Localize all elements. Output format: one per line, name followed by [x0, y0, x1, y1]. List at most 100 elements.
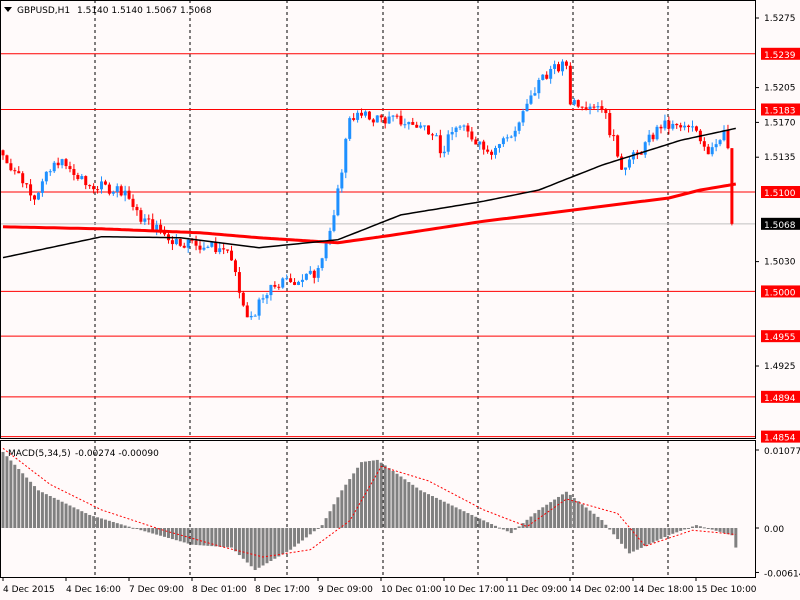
bull-candle: [80, 176, 84, 179]
bull-candle: [115, 186, 119, 192]
bear-candle: [470, 131, 474, 140]
x-tick-label: 10 Dec 17:00: [444, 585, 505, 595]
macd-histogram-bar: [336, 497, 340, 528]
bull-candle: [269, 284, 273, 296]
macd-histogram-bar: [249, 528, 253, 567]
macd-histogram-bar: [107, 520, 111, 528]
macd-histogram-bar: [679, 528, 683, 531]
bull-candle: [44, 171, 48, 182]
bull-candle: [505, 137, 509, 139]
bear-candle: [159, 224, 163, 232]
macd-histogram-bar: [675, 528, 679, 533]
macd-histogram-bar: [261, 528, 265, 566]
dropdown-triangle-icon[interactable]: [4, 7, 12, 12]
bull-candle: [494, 147, 497, 155]
macd-histogram-bar: [348, 479, 352, 528]
bear-candle: [147, 218, 151, 220]
bear-candle: [139, 210, 143, 222]
macd-histogram-bar: [734, 528, 738, 548]
bull-candle: [210, 241, 214, 247]
macd-histogram-bar: [635, 528, 639, 550]
bear-candle: [474, 139, 478, 145]
bear-candle: [293, 282, 297, 285]
bull-candle: [450, 132, 454, 135]
macd-histogram-bar: [143, 528, 147, 532]
macd-histogram-bar: [576, 501, 580, 528]
bull-candle: [509, 136, 513, 138]
bear-candle: [107, 184, 111, 194]
bear-candle: [230, 250, 234, 261]
bear-candle: [486, 149, 490, 152]
level-tag: [761, 103, 800, 116]
symbol-label: GBPUSD,H1: [17, 6, 70, 16]
macd-histogram-bar: [155, 528, 159, 535]
bull-candle: [340, 172, 344, 189]
macd-histogram-bar: [44, 494, 48, 528]
bear-candle: [170, 240, 174, 245]
macd-histogram-bar: [639, 528, 643, 548]
moving-averages: [2, 127, 737, 259]
bull-candle: [186, 239, 190, 248]
bear-candle: [25, 183, 29, 185]
macd-histogram-bar: [119, 524, 123, 528]
macd-histogram-bar: [96, 517, 100, 528]
bull-candle: [643, 142, 647, 155]
macd-values: -0.00274 -0.00090: [75, 449, 159, 459]
macd-histogram-bar: [300, 528, 304, 541]
bear-candle: [131, 198, 135, 207]
macd-histogram-bar: [462, 511, 466, 528]
macd-histogram-bar: [218, 528, 222, 547]
macd-frame: [0, 440, 756, 578]
macd-histogram-bar: [557, 496, 561, 528]
macd-histogram-bar: [667, 528, 671, 536]
bear-candle: [17, 171, 21, 174]
macd-histogram-bar: [663, 528, 667, 538]
macd-histogram-bar: [478, 518, 482, 528]
bull-candle: [718, 140, 722, 145]
bull-candle: [336, 188, 340, 216]
bear-candle: [580, 106, 584, 108]
macd-histogram-bar: [131, 527, 135, 529]
macd-histogram-bar: [76, 509, 80, 528]
bear-candle: [233, 260, 237, 273]
macd-histogram-bar: [147, 528, 151, 533]
bear-candle: [72, 169, 76, 175]
bear-candle: [64, 159, 68, 167]
bull-candle: [525, 103, 529, 112]
bear-candle: [135, 206, 139, 211]
macd-histogram-bar: [470, 514, 474, 528]
bear-candle: [612, 135, 616, 137]
macd-histogram-bar: [230, 528, 234, 548]
macd-histogram-bar: [241, 528, 245, 559]
bear-candle: [9, 163, 13, 171]
bull-candle: [442, 151, 446, 154]
y-tick-label: 1.5170: [764, 118, 796, 128]
bear-candle: [687, 125, 691, 128]
bear-candle: [222, 248, 226, 250]
bull-candle: [403, 124, 407, 126]
bull-candle: [497, 144, 501, 148]
bull-candle: [446, 134, 450, 152]
macd-histogram-bar: [647, 528, 651, 545]
macd-histogram-bar: [36, 490, 40, 528]
bear-candle: [608, 113, 612, 136]
macd-histogram-bar: [687, 528, 691, 529]
y-tick-label: 1.4925: [764, 362, 796, 372]
macd-histogram-bar: [694, 525, 698, 528]
bear-candle: [367, 111, 371, 120]
bear-candle: [277, 286, 281, 288]
macd-histogram-bar: [360, 462, 364, 528]
bear-candle: [592, 106, 596, 108]
macd-histogram-bar: [395, 473, 399, 528]
x-tick-label: 10 Dec 01:00: [381, 585, 442, 595]
bull-candle: [249, 315, 253, 318]
bull-candle: [647, 134, 651, 143]
macd-label: MACD(5,34,5): [8, 449, 71, 459]
macd-panel: [1, 447, 738, 571]
macd-histogram-bar: [174, 528, 178, 541]
macd-histogram-bar: [226, 528, 230, 548]
bear-candle: [33, 195, 37, 200]
macd-histogram-bar: [572, 498, 576, 528]
bull-candle: [434, 135, 438, 137]
